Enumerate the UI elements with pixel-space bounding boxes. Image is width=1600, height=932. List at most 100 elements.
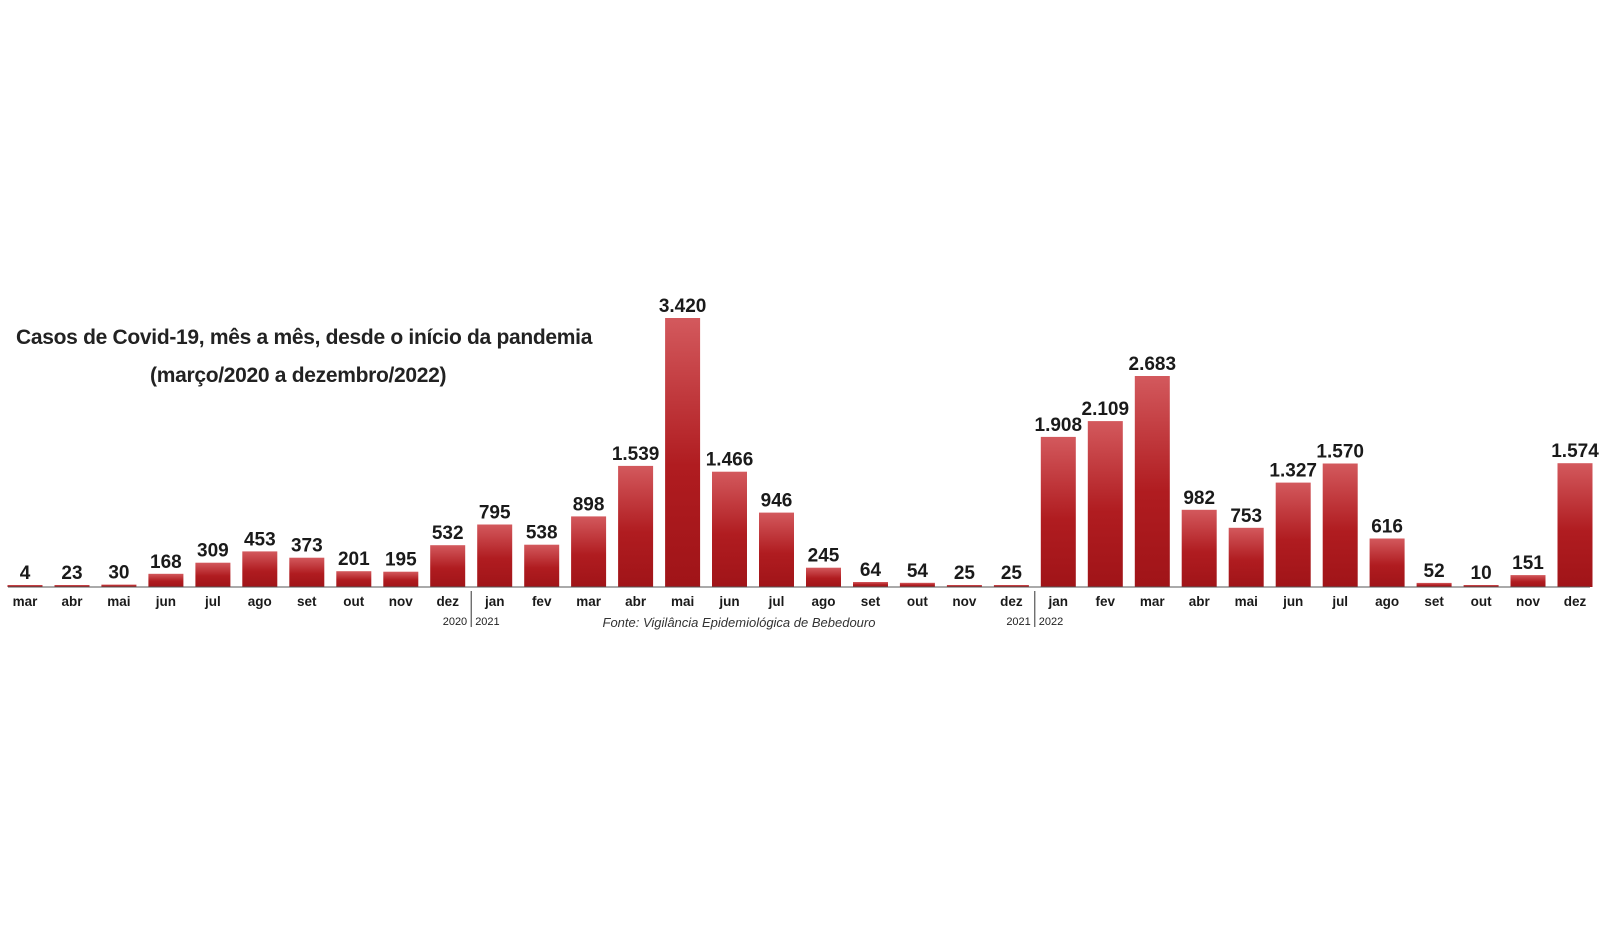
value-label-28: 1.570	[1316, 442, 1364, 463]
month-label-9: dez	[436, 594, 459, 609]
value-label-3: 168	[150, 552, 182, 573]
bar-31	[1463, 585, 1499, 587]
month-label-5: ago	[248, 594, 272, 609]
year-end-label-0: 2020	[443, 616, 467, 628]
month-label-33: dez	[1564, 594, 1587, 609]
bar-27	[1275, 482, 1311, 587]
month-label-27: jun	[1282, 594, 1303, 609]
month-label-21: dez	[1000, 594, 1023, 609]
year-start-label-0: 2021	[475, 616, 499, 628]
value-label-10: 795	[479, 503, 511, 524]
month-label-31: out	[1471, 594, 1492, 609]
value-label-31: 10	[1471, 563, 1492, 584]
value-label-2: 30	[108, 563, 129, 584]
month-label-14: mai	[671, 594, 694, 609]
labels-layer: 4 mar 23 abr 30 mai 168 jun 309 jul 453 ago 373 set 20…	[13, 296, 1600, 609]
year-end-label-1: 2021	[1006, 616, 1030, 628]
bar-15	[712, 471, 747, 587]
month-label-1: abr	[61, 594, 83, 609]
value-label-11: 538	[526, 523, 558, 544]
value-label-1: 23	[61, 563, 82, 584]
value-label-15: 1.466	[706, 450, 754, 471]
month-label-13: abr	[625, 594, 647, 609]
month-label-3: jun	[155, 594, 176, 609]
value-label-33: 1.574	[1551, 441, 1599, 462]
value-label-14: 3.420	[659, 296, 707, 317]
value-label-9: 532	[432, 523, 464, 544]
value-label-25: 982	[1183, 488, 1215, 509]
bar-29	[1369, 538, 1405, 587]
bar-0	[7, 585, 43, 587]
value-label-6: 373	[291, 536, 323, 557]
source-note: Fonte: Vigilância Epidemiológica de Bebe…	[603, 615, 876, 630]
bar-10	[477, 524, 513, 587]
year-start-label-1: 2022	[1039, 616, 1063, 628]
value-label-23: 2.109	[1082, 399, 1130, 420]
value-label-5: 453	[244, 529, 276, 550]
month-label-19: out	[907, 594, 928, 609]
month-label-10: jan	[484, 594, 505, 609]
chart-subtitle: (março/2020 a dezembro/2022)	[150, 364, 447, 387]
month-label-29: ago	[1375, 594, 1399, 609]
bar-5	[242, 551, 278, 587]
bar-32	[1510, 575, 1546, 587]
value-label-13: 1.539	[612, 444, 660, 465]
value-label-18: 64	[860, 560, 882, 581]
value-label-21: 25	[1001, 563, 1023, 584]
value-label-30: 52	[1424, 561, 1445, 582]
bar-28	[1322, 463, 1358, 587]
bar-8	[383, 571, 419, 587]
bar-9	[430, 545, 466, 587]
value-label-32: 151	[1512, 553, 1544, 574]
bar-12	[571, 516, 607, 587]
value-label-20: 25	[954, 563, 976, 584]
month-label-7: out	[343, 594, 364, 609]
value-label-4: 309	[197, 541, 229, 562]
value-label-12: 898	[573, 494, 605, 515]
month-label-4: jul	[204, 594, 221, 609]
value-label-19: 54	[907, 561, 929, 582]
value-label-16: 946	[761, 491, 793, 512]
chart-title: Casos de Covid-19, mês a mês, desde o in…	[16, 326, 593, 349]
bar-17	[806, 567, 841, 587]
bar-26	[1228, 527, 1264, 587]
bar-22	[1040, 436, 1076, 587]
month-label-32: nov	[1516, 594, 1540, 609]
bar-7	[336, 571, 372, 587]
bar-14	[665, 318, 701, 587]
bar-21	[993, 585, 1029, 587]
bar-2	[101, 584, 137, 587]
bar-24	[1134, 376, 1170, 587]
bar-6	[289, 557, 325, 587]
bar-11	[524, 544, 560, 587]
bar-20	[946, 585, 982, 587]
bar-16	[759, 512, 794, 587]
value-label-22: 1.908	[1035, 415, 1083, 436]
value-label-7: 201	[338, 549, 370, 570]
month-label-8: nov	[389, 594, 413, 609]
bar-13	[618, 465, 654, 587]
month-label-11: fev	[532, 594, 552, 609]
month-label-6: set	[297, 594, 317, 609]
month-label-22: jan	[1048, 594, 1069, 609]
value-label-8: 195	[385, 550, 417, 571]
month-label-15: jun	[718, 594, 739, 609]
bar-1	[54, 585, 90, 587]
value-label-27: 1.327	[1269, 461, 1317, 482]
bar-23	[1087, 421, 1123, 587]
bar-4	[195, 562, 231, 587]
month-label-20: nov	[952, 594, 976, 609]
month-label-17: ago	[811, 594, 835, 609]
bar-19	[899, 582, 935, 587]
month-label-2: mai	[107, 594, 130, 609]
value-label-26: 753	[1230, 506, 1262, 527]
bar-25	[1181, 509, 1217, 587]
month-label-23: fev	[1096, 594, 1116, 609]
year-markers: 2020 2021 2021 2022	[443, 591, 1063, 628]
month-label-16: jul	[768, 594, 785, 609]
bar-3	[148, 573, 184, 587]
value-label-29: 616	[1371, 517, 1403, 538]
month-label-0: mar	[13, 594, 39, 609]
bar-33	[1557, 463, 1593, 587]
